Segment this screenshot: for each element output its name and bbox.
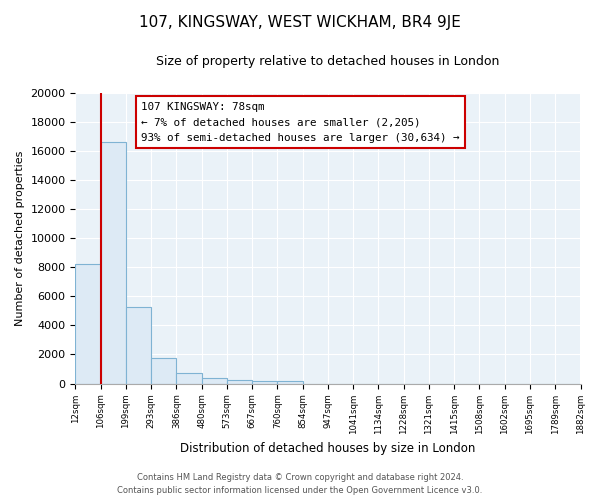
Text: Contains HM Land Registry data © Crown copyright and database right 2024.
Contai: Contains HM Land Registry data © Crown c… [118, 474, 482, 495]
X-axis label: Distribution of detached houses by size in London: Distribution of detached houses by size … [180, 442, 476, 455]
Bar [176, 374, 202, 384]
Bar [101, 142, 126, 384]
Bar [202, 378, 227, 384]
Bar [126, 306, 151, 384]
Bar [227, 380, 252, 384]
Text: 107 KINGSWAY: 78sqm
← 7% of detached houses are smaller (2,205)
93% of semi-deta: 107 KINGSWAY: 78sqm ← 7% of detached hou… [141, 102, 460, 142]
Bar [76, 264, 101, 384]
Bar [151, 358, 176, 384]
Title: Size of property relative to detached houses in London: Size of property relative to detached ho… [156, 55, 500, 68]
Text: 107, KINGSWAY, WEST WICKHAM, BR4 9JE: 107, KINGSWAY, WEST WICKHAM, BR4 9JE [139, 15, 461, 30]
Bar [252, 380, 277, 384]
Y-axis label: Number of detached properties: Number of detached properties [15, 150, 25, 326]
Bar [277, 382, 302, 384]
